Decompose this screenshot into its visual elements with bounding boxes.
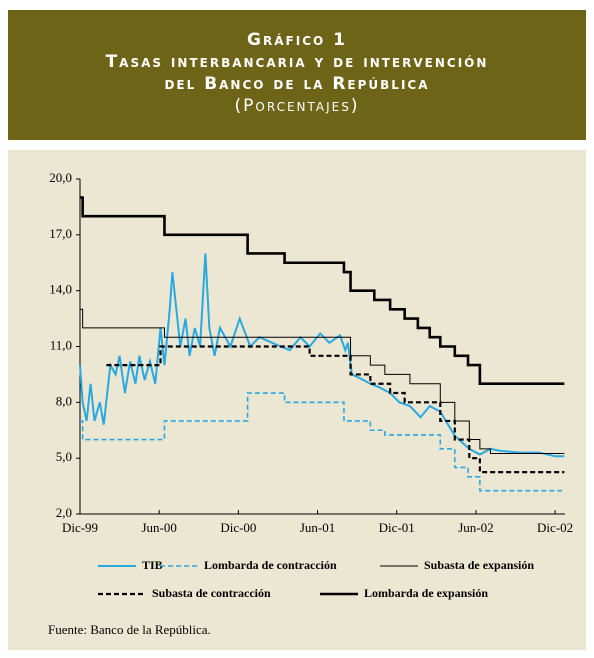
legend-label: TIB — [142, 558, 163, 572]
legend-label: Lombarda de contracción — [204, 558, 337, 572]
series-line — [106, 345, 565, 474]
legend-label: Lombarda de expansión — [364, 586, 488, 600]
legend-label: Subasta de expansión — [424, 558, 534, 572]
legend-label: Subasta de contracción — [152, 586, 271, 600]
chart-panel — [8, 150, 586, 650]
y-tick-label: 20,0 — [49, 170, 72, 185]
y-tick-label: 2,0 — [56, 505, 72, 520]
y-tick-label: 5,0 — [56, 449, 72, 464]
x-tick-label: Dic-00 — [220, 520, 256, 535]
x-tick-label: Dic-01 — [379, 520, 415, 535]
y-tick-label: 11,0 — [50, 337, 72, 352]
chart-title: Gráfico 1 — [247, 30, 347, 50]
chart-subtitle: del Banco de la República — [164, 74, 429, 94]
series-line — [80, 392, 565, 492]
x-tick-label: Dic-99 — [62, 520, 98, 535]
source-note: Fuente: Banco de la República. — [48, 622, 211, 637]
x-tick-label: Dic-02 — [537, 520, 573, 535]
y-tick-label: 8,0 — [56, 393, 72, 408]
header-band — [8, 10, 586, 140]
x-tick-label: Jun-00 — [141, 520, 176, 535]
chart-subtitle: Tasas interbancaria y de intervención — [106, 52, 489, 72]
y-tick-label: 14,0 — [49, 282, 72, 297]
y-tick-label: 17,0 — [49, 226, 72, 241]
x-tick-label: Jun-01 — [300, 520, 335, 535]
chart-subtitle: (Porcentajes) — [235, 96, 360, 116]
x-tick-label: Jun-02 — [458, 520, 493, 535]
series-line — [80, 196, 565, 386]
series-line — [80, 308, 565, 455]
